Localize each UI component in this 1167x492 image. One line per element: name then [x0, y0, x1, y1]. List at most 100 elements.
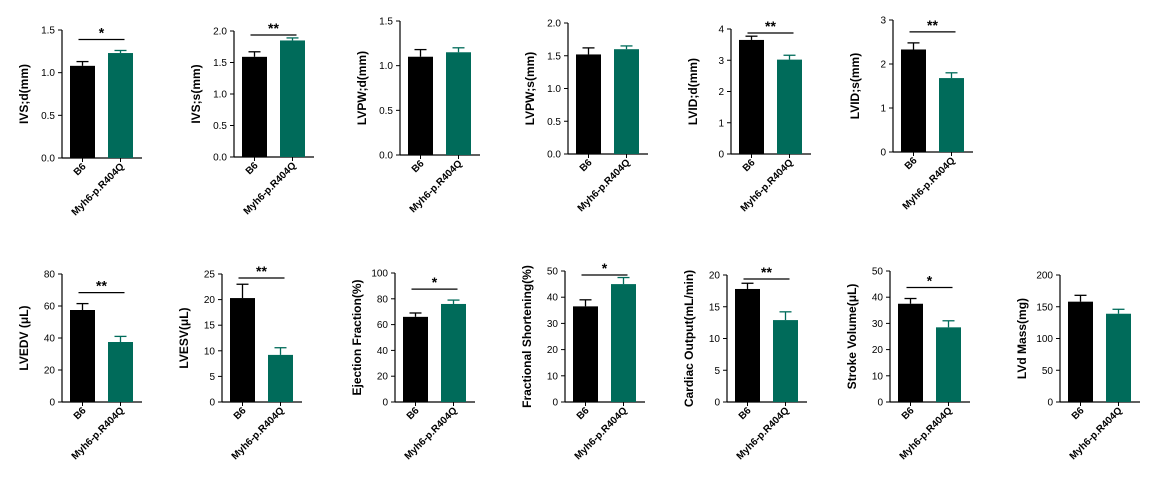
bar-myh6-r404q	[777, 59, 802, 154]
y-tick-label: 1.0	[547, 84, 561, 95]
y-tick-label: 0.5	[41, 111, 55, 122]
y-tick-label: 2.0	[213, 27, 227, 38]
bar-b6	[573, 306, 598, 402]
y-tick-label: 1.0	[213, 90, 227, 101]
y-axis-label: IVS;s(mm)	[189, 64, 203, 123]
y-tick-label: 150	[1036, 302, 1053, 313]
x-category-label: B6	[72, 161, 89, 178]
y-tick-label: 0	[880, 148, 886, 159]
y-axis-label: LVID;d(mm)	[686, 58, 700, 125]
y-tick-label: 1.5	[41, 26, 55, 37]
significance-marker: **	[256, 263, 267, 279]
y-tick-label: 10	[872, 371, 884, 382]
bar-myh6-r404q	[611, 284, 636, 402]
y-tick-label: 0	[552, 398, 558, 409]
bar-b6	[576, 54, 601, 154]
bar-myh6-r404q	[1106, 313, 1131, 402]
y-tick-label: 0.5	[547, 117, 561, 128]
y-tick-label: 0	[1047, 398, 1053, 409]
y-axis-label: Stroke Volume(μL)	[845, 284, 859, 390]
significance-marker: **	[268, 20, 279, 36]
bar-myh6-r404q	[108, 342, 133, 402]
bar-myh6-r404q	[936, 327, 961, 402]
y-tick-label: 3	[880, 16, 886, 27]
x-category-label: B6	[575, 405, 592, 422]
y-tick-label: 0	[718, 150, 724, 161]
bar-b6	[70, 310, 95, 402]
significance-marker: **	[765, 18, 776, 34]
y-tick-label: 1.5	[547, 51, 561, 62]
y-tick-label: 100	[371, 269, 388, 280]
significance-marker: **	[96, 278, 107, 294]
y-tick-label: 40	[872, 293, 884, 304]
significance-marker: **	[761, 264, 772, 280]
y-tick-label: 0.0	[41, 154, 55, 165]
y-tick-label: 10	[547, 371, 559, 382]
x-category-label: B6	[578, 157, 595, 174]
bar-myh6-r404q	[446, 52, 471, 156]
bar-myh6-r404q	[441, 303, 466, 402]
y-tick-label: 20	[204, 295, 216, 306]
bar-myh6-r404q	[108, 53, 133, 158]
y-tick-label: 1.5	[379, 17, 393, 28]
y-tick-label: 5	[209, 372, 215, 383]
y-tick-label: 80	[44, 270, 56, 281]
y-tick-label: 20	[547, 345, 559, 356]
bar-b6	[242, 56, 267, 157]
y-axis-label: IVS;d(mm)	[17, 64, 31, 124]
x-category-label: B6	[900, 405, 917, 422]
y-tick-label: 0	[877, 398, 883, 409]
bar-b6	[403, 316, 428, 402]
y-tick-label: 50	[547, 267, 559, 278]
x-category-label: B6	[405, 405, 422, 422]
y-tick-label: 5	[714, 366, 720, 377]
significance-marker: **	[927, 17, 938, 33]
y-tick-label: 50	[1042, 366, 1054, 377]
x-category-label: B6	[741, 157, 758, 174]
x-category-label: B6	[232, 405, 249, 422]
y-tick-label: 20	[377, 372, 389, 383]
y-tick-label: 30	[872, 319, 884, 330]
significance-marker: *	[602, 260, 608, 276]
y-tick-label: 1	[880, 104, 886, 115]
bar-b6	[901, 49, 926, 153]
y-tick-label: 10	[204, 346, 216, 357]
y-tick-label: 40	[377, 346, 389, 357]
y-tick-label: 15	[709, 302, 721, 313]
y-axis-label: LVPW;d(mm)	[355, 51, 369, 125]
y-tick-label: 1.0	[41, 68, 55, 79]
y-tick-label: 0.0	[547, 150, 561, 161]
y-tick-label: 2	[880, 60, 886, 71]
significance-marker: *	[927, 273, 933, 289]
bar-myh6-r404q	[268, 354, 293, 402]
y-tick-label: 0	[714, 398, 720, 409]
bar-b6	[1068, 301, 1093, 402]
y-tick-label: 15	[204, 321, 216, 332]
significance-marker: *	[99, 24, 105, 40]
y-tick-label: 3	[718, 56, 724, 67]
y-axis-label: LVESV(μL)	[177, 307, 191, 368]
x-category-label: B6	[1070, 405, 1087, 422]
y-tick-label: 60	[377, 320, 389, 331]
y-tick-label: 10	[709, 334, 721, 345]
y-axis-label: LVPW;s(mm)	[523, 52, 537, 126]
bar-b6	[408, 56, 433, 155]
y-tick-label: 1	[718, 118, 724, 129]
y-tick-label: 0.0	[213, 153, 227, 164]
y-tick-label: 1.5	[213, 58, 227, 69]
y-tick-label: 30	[547, 319, 559, 330]
bar-b6	[739, 39, 764, 154]
y-tick-label: 100	[1036, 334, 1053, 345]
bar-b6	[230, 298, 255, 402]
y-tick-label: 80	[377, 294, 389, 305]
